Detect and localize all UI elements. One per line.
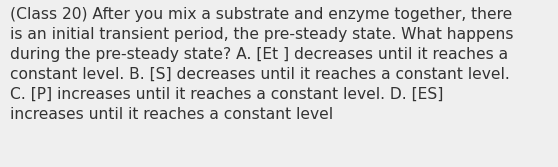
Text: (Class 20) After you mix a substrate and enzyme together, there
is an initial tr: (Class 20) After you mix a substrate and… [10,7,513,122]
